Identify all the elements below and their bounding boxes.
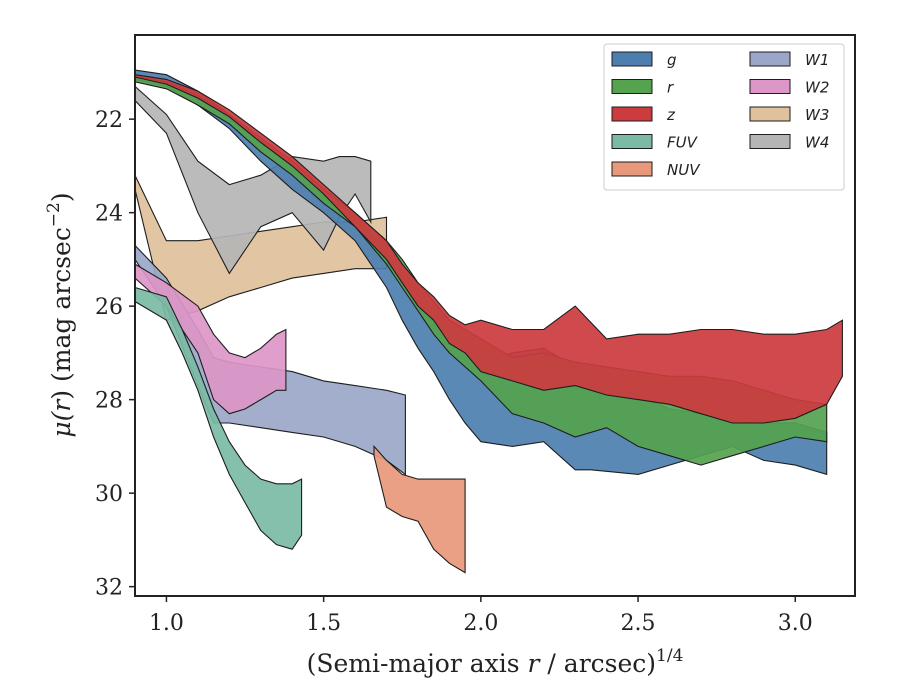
legend-swatch-z	[611, 106, 653, 122]
y-tick-label: 32	[95, 576, 123, 601]
legend-swatch-W1	[749, 51, 791, 67]
y-tick-label: 30	[95, 482, 123, 507]
y-tick-label: 24	[95, 202, 123, 227]
legend: grz FUV NUV W1 W2 W3 W4	[603, 43, 845, 191]
legend-label-g: g	[667, 51, 677, 69]
legend-label-W4: W4	[805, 134, 829, 152]
series-band-W4	[134, 85, 372, 275]
y-tick-label: 22	[95, 108, 123, 133]
legend-swatch-FUV	[611, 134, 653, 149]
legend-label-W3: W3	[805, 106, 829, 124]
legend-label-W1: W1	[805, 51, 829, 69]
legend-swatch-W4	[749, 134, 791, 149]
legend-label-r: r	[667, 79, 674, 97]
y-tick-label: 28	[95, 389, 123, 414]
legend-label-z: z	[666, 106, 676, 124]
x-tick-label: 1.0	[149, 611, 184, 636]
series-band-FUV	[134, 286, 303, 550]
series-areas	[134, 69, 843, 574]
series-band-r	[134, 76, 828, 466]
x-tick-label: 1.5	[306, 611, 341, 636]
legend-label-FUV: FUV	[667, 134, 699, 152]
legend-swatch-W2	[749, 79, 791, 94]
legend-swatch-g	[611, 51, 653, 67]
legend-swatch-W3	[749, 106, 791, 122]
x-tick-label: 2.0	[463, 611, 498, 636]
legend-label-W2: W2	[805, 79, 829, 97]
y-axis-label: μ(r) (mag arcsec−2)	[44, 192, 76, 437]
legend-label-NUV: NUV	[667, 161, 701, 179]
x-axis-label: (Semi-major axis r / arcsec)1/4	[307, 646, 684, 678]
y-tick-label: 26	[95, 295, 123, 320]
axis-ticks: 1.0 1.5 2.0 2.5 3.0 22 24 26 28 30 32	[95, 108, 813, 636]
legend-swatch-NUV	[611, 161, 653, 177]
series-band-z	[134, 74, 843, 424]
plot-frame	[134, 34, 856, 597]
series-band-W2	[134, 263, 287, 415]
x-tick-label: 3.0	[778, 611, 813, 636]
x-tick-label: 2.5	[621, 611, 656, 636]
legend-swatch-r	[611, 79, 653, 94]
series-band-NUV	[373, 444, 466, 574]
